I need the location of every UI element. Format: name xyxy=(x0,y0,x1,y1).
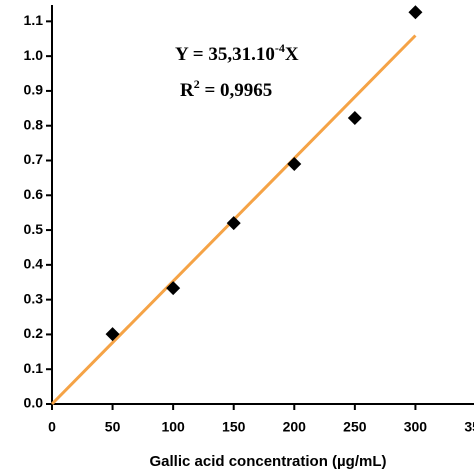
y-tick-label: 1.0 xyxy=(24,47,44,63)
x-axis-title: Gallic acid concentration (µg/mL) xyxy=(149,453,386,470)
y-tick-label: 0.1 xyxy=(24,360,44,376)
r-value: = 0,9965 xyxy=(200,80,273,101)
x-tick-label: 350 xyxy=(464,419,474,435)
data-point xyxy=(105,327,120,342)
y-tick-label: 0.8 xyxy=(24,116,44,132)
x-tick-label: 0 xyxy=(48,419,56,435)
x-tick-label: 100 xyxy=(161,419,185,435)
equation-text: Y = 35,31.10 xyxy=(175,44,275,65)
y-tick-label: 0.7 xyxy=(24,151,44,167)
y-tick-label: 0.2 xyxy=(24,325,44,341)
data-point xyxy=(408,5,423,20)
y-tick-label: 0.6 xyxy=(24,186,44,202)
y-tick-label: 1.1 xyxy=(24,12,44,28)
r-symbol: R xyxy=(180,80,194,101)
y-tick-label: 0.3 xyxy=(24,290,44,306)
r-squared: R2 = 0,9965 xyxy=(180,77,272,101)
x-tick-label: 200 xyxy=(283,419,307,435)
y-tick-label: 0.0 xyxy=(24,395,44,411)
y-tick-label: 0.4 xyxy=(24,256,44,272)
equation: Y = 35,31.10-4X xyxy=(175,41,299,65)
equation-exponent: -4 xyxy=(275,41,285,55)
x-tick-label: 50 xyxy=(105,419,121,435)
y-tick-label: 0.5 xyxy=(24,221,44,237)
x-tick-label: 250 xyxy=(343,419,367,435)
equation-text: X xyxy=(285,44,299,65)
y-tick-label: 0.9 xyxy=(24,82,44,98)
data-point xyxy=(347,111,362,126)
r-exponent: 2 xyxy=(194,77,200,91)
x-tick-label: 150 xyxy=(222,419,246,435)
x-tick-label: 300 xyxy=(404,419,428,435)
data-point xyxy=(226,216,241,231)
data-point xyxy=(287,156,302,171)
data-point xyxy=(166,281,181,296)
